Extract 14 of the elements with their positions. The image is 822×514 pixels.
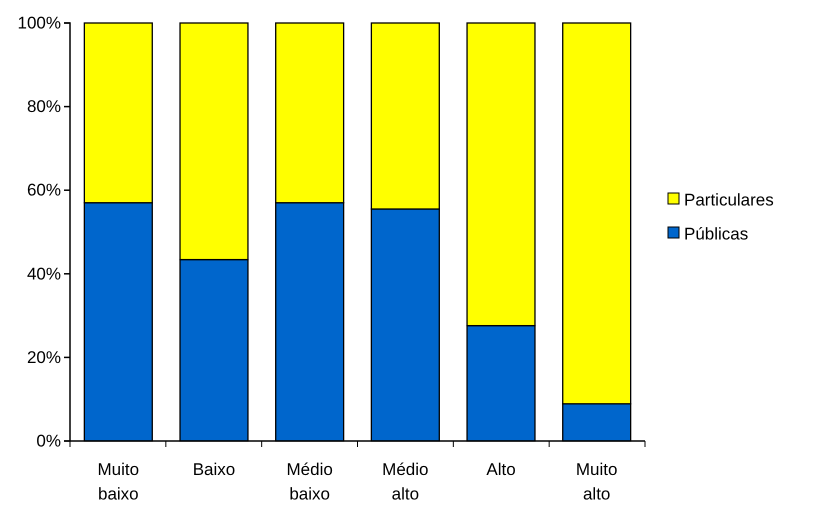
legend-label: Particulares <box>684 190 774 210</box>
y-tick-label: 80% <box>26 97 61 116</box>
y-tick-label: 0% <box>36 431 61 450</box>
y-tick-label: 20% <box>26 348 61 367</box>
x-tick-label: Baixo <box>192 460 236 479</box>
x-tick-label: Alto <box>486 460 516 479</box>
y-tick-label: 40% <box>26 264 61 284</box>
legend-label: Públicas <box>684 224 748 244</box>
y-tick-label: 100% <box>18 13 61 32</box>
y-tick-label: 60% <box>26 180 61 200</box>
x-tick-label: Muito alto <box>576 460 618 504</box>
x-tick-label: Médio baixo <box>286 460 333 504</box>
x-tick-label: Médio alto <box>382 460 428 504</box>
x-tick-label: Muito baixo <box>98 460 140 504</box>
